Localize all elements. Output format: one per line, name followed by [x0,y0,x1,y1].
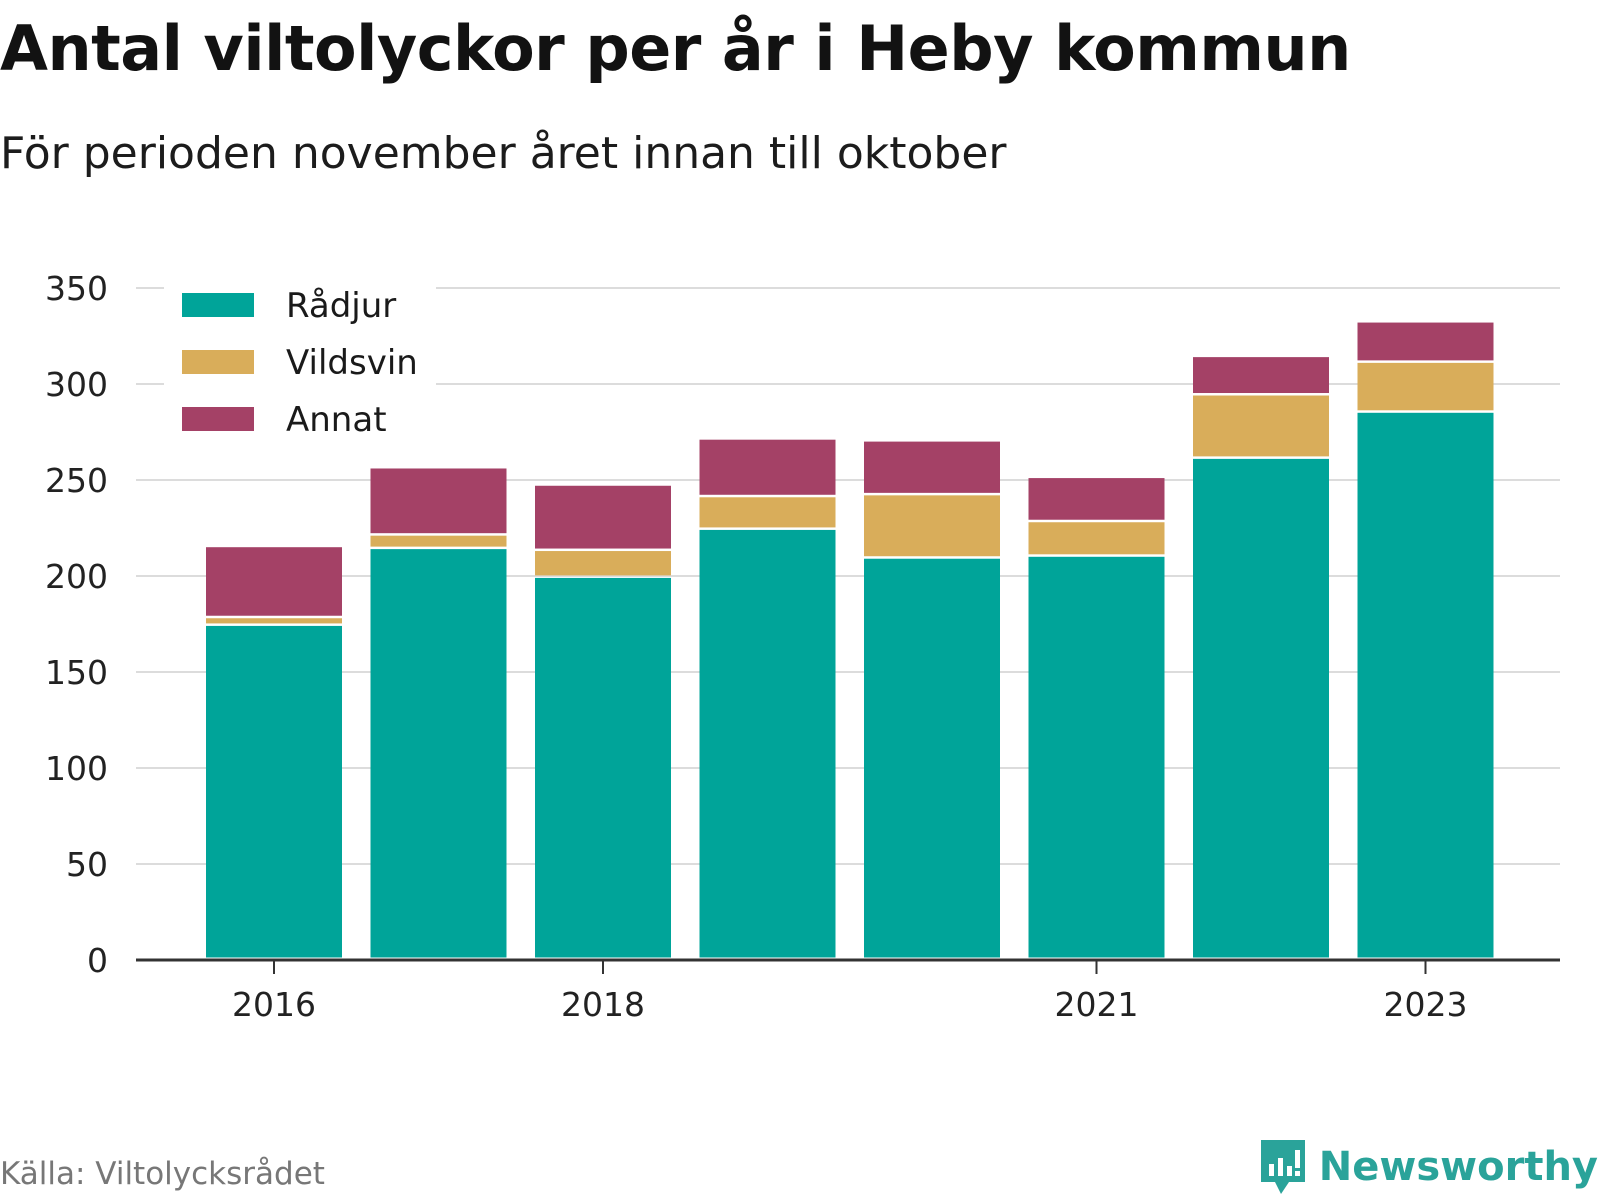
bar-vildsvin-2022 [1193,395,1329,457]
legend-label-vildsvin: Vildsvin [286,343,418,383]
legend-swatch-rådjur [182,293,254,317]
bar-annat-2022 [1193,357,1329,394]
brand-name: Newsworthy [1318,1144,1598,1190]
bar-rådjur-2023 [1357,412,1494,958]
bar-rådjur-2020 [864,558,1000,958]
newsworthy-logo-icon [1260,1140,1305,1194]
bar-annat-2018 [535,485,671,549]
bar-rådjur-2021 [1028,556,1165,958]
bar-annat-2021 [1028,478,1165,520]
bar-annat-2017 [370,468,507,534]
source-note: Källa: Viltolycksrådet [0,1156,325,1192]
bar-annat-2019 [699,439,836,495]
bar-annat-2020 [864,441,1000,493]
bar-vildsvin-2016 [206,618,342,624]
bar-rådjur-2018 [535,577,671,958]
legend-label-annat: Annat [286,400,387,440]
bar-rådjur-2022 [1193,458,1329,958]
bar-vildsvin-2020 [864,495,1000,557]
y-tick-label: 150 [45,653,108,692]
chart-title: Antal viltolyckor per år i Heby kommun [0,12,1351,85]
y-tick-label: 50 [66,845,108,884]
legend-label-rådjur: Rådjur [286,286,396,326]
brand: Newsworthy [1257,1138,1598,1196]
bar-vildsvin-2017 [370,535,507,547]
y-tick-label: 350 [45,269,108,308]
x-tick-label: 2016 [232,985,316,1024]
bar-rådjur-2019 [699,529,836,958]
bar-annat-2016 [206,547,342,616]
bar-rådjur-2017 [370,549,507,958]
bar-vildsvin-2021 [1028,522,1165,555]
stacked-bar-chart: 0 50 100 150 200 250 300 350 2016 2018 2021 2023 Råd… [45,260,1560,1024]
legend-swatch-annat [182,407,254,431]
y-tick-label: 200 [45,557,108,596]
bar-rådjur-2016 [206,625,342,958]
bar-vildsvin-2023 [1357,362,1494,411]
bar-vildsvin-2018 [535,551,671,576]
y-tick-label: 250 [45,461,108,500]
y-tick-label: 0 [87,941,108,980]
x-tick-label: 2023 [1384,985,1468,1024]
legend-swatch-vildsvin [182,350,254,374]
y-tick-label: 100 [45,749,108,788]
bar-annat-2023 [1357,322,1494,361]
x-tick-label: 2021 [1055,985,1139,1024]
x-tick-label: 2018 [561,985,645,1024]
y-tick-label: 300 [45,365,108,404]
bar-vildsvin-2019 [699,497,836,528]
chart-subtitle: För perioden november året innan till ok… [0,128,1007,179]
